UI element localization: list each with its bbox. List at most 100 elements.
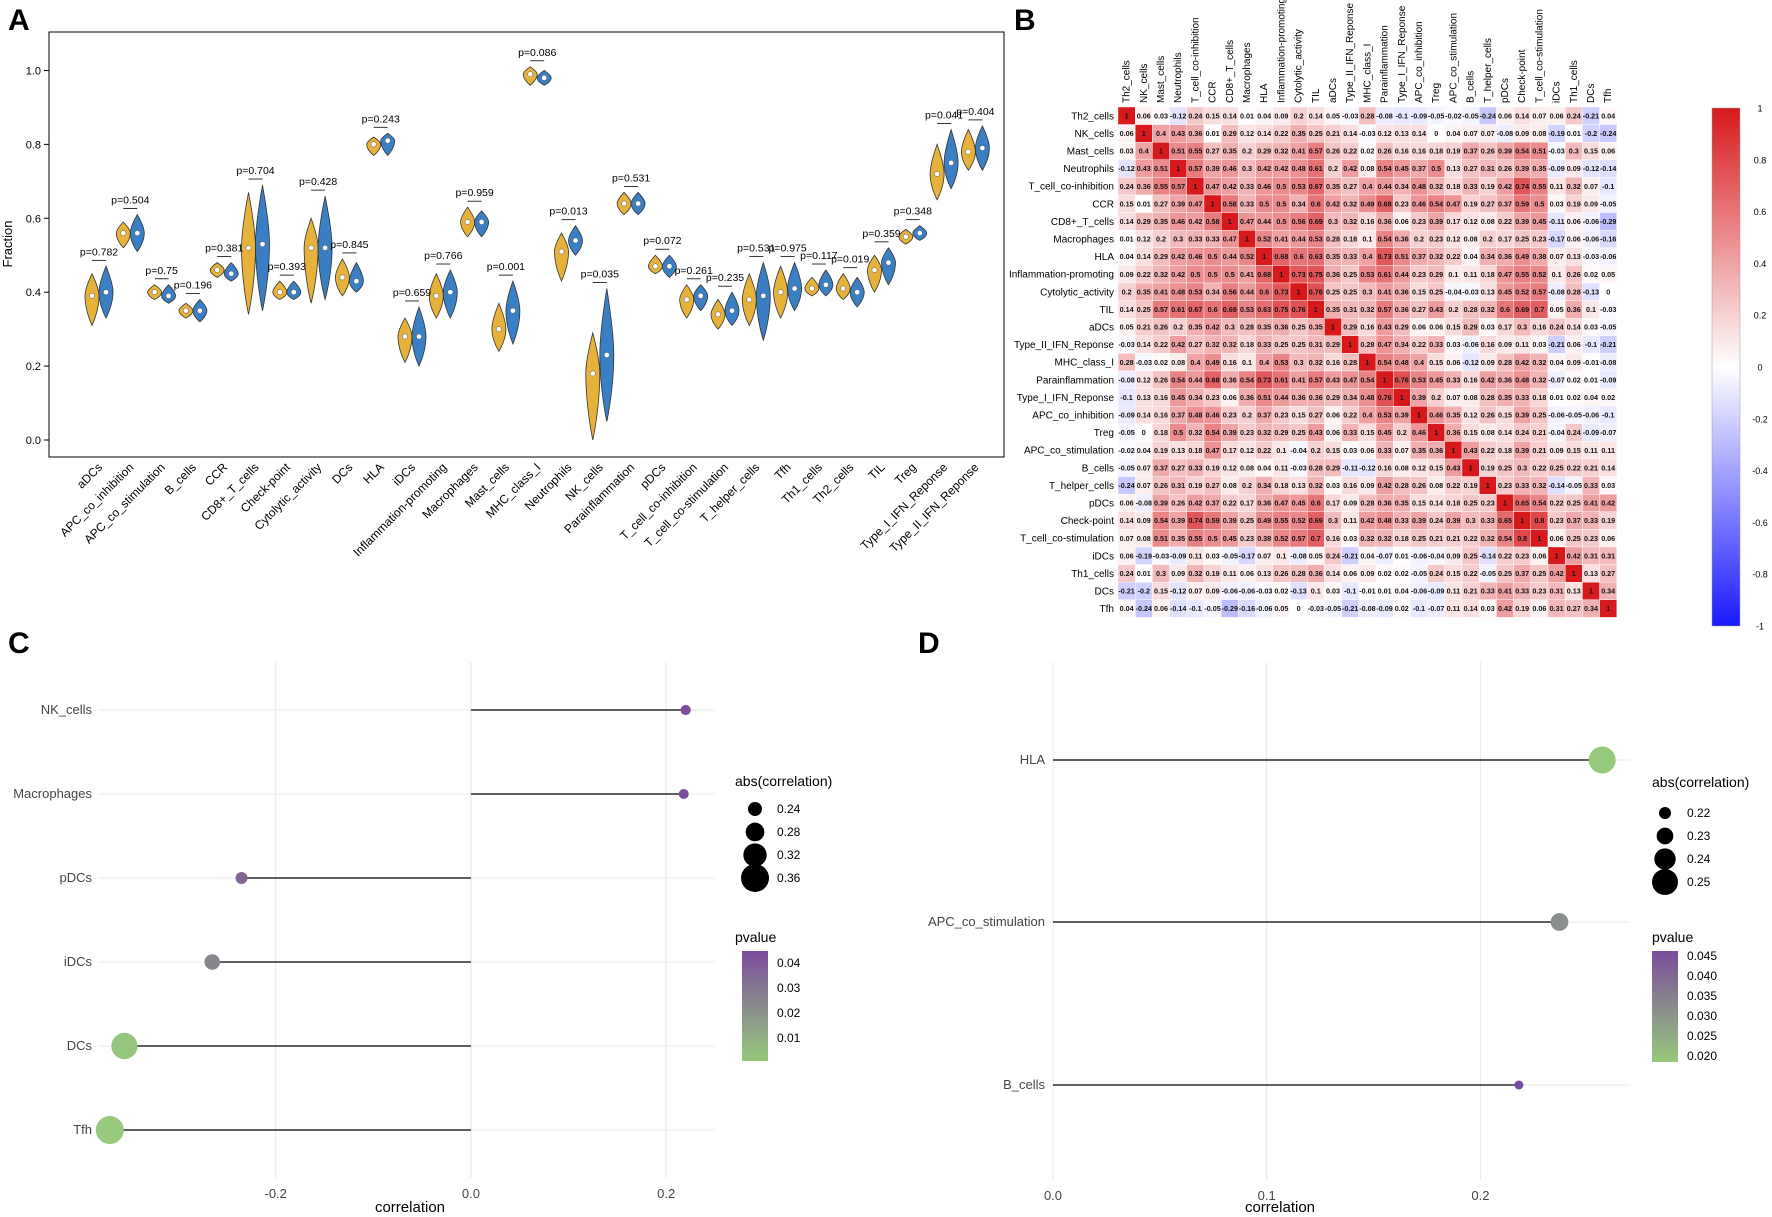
- heatmap-cell-value: -0.01: [1359, 587, 1375, 596]
- heatmap-cell-value: 0.27: [1343, 182, 1357, 191]
- heatmap-cell-value: 0.3: [1517, 323, 1527, 332]
- heatmap-cell-value: 0.44: [1378, 182, 1392, 191]
- size-legend-dot: [1659, 807, 1671, 819]
- heatmap-cell-value: 0.18: [1154, 428, 1168, 437]
- heatmap-cell-value: 0.42: [1498, 604, 1512, 613]
- heatmap-cell-value: 0.55: [1274, 516, 1288, 525]
- heatmap-cell-value: -0.05: [1118, 463, 1134, 472]
- violin-pvalue-label: p=0.013: [549, 206, 587, 218]
- heatmap-cell-value: 0.51: [1395, 252, 1409, 261]
- violin-pvalue-label: p=0.041: [925, 110, 963, 122]
- violin-median-dot: [353, 278, 360, 284]
- heatmap-cell-value: 0.23: [1532, 235, 1546, 244]
- heatmap-cell-value: 0.32: [1206, 340, 1220, 349]
- heatmap-cell-value: 0.22: [1498, 551, 1512, 560]
- violin-group2: [380, 132, 396, 157]
- heatmap-cell-value: 0.73: [1257, 375, 1271, 384]
- heatmap-cell-value: 0.23: [1240, 428, 1254, 437]
- violin-median-dot: [871, 267, 878, 273]
- heatmap-cell-value: 0.37: [1206, 499, 1220, 508]
- heatmap-cell-value: 0.54: [1171, 375, 1185, 384]
- violin-group2: [348, 261, 364, 293]
- heatmap-cell-value: -0.11: [1342, 463, 1358, 472]
- heatmap-cell-value: 0.65: [1515, 499, 1529, 508]
- heatmap-cell-value: -0.09: [1411, 111, 1427, 120]
- heatmap-cell-value: 0.25: [1532, 411, 1546, 420]
- heatmap-cell-value: -0.05: [1566, 481, 1582, 490]
- heatmap-col-label: pDCs: [1500, 78, 1511, 103]
- violin-pvalue-label: p=0.261: [675, 265, 713, 277]
- heatmap-cell-value: 0.23: [1481, 499, 1495, 508]
- heatmap-cell-value: -0.14: [1170, 604, 1186, 613]
- heatmap-cell-value: -0.05: [1600, 199, 1616, 208]
- heatmap-cell-value: 0.5: [1173, 428, 1183, 437]
- heatmap-cell-value: 0.12: [1446, 235, 1460, 244]
- heatmap-cell-value: 0.18: [1446, 182, 1460, 191]
- heatmap-cell-value: 0.2: [1294, 111, 1304, 120]
- size-legend-dot: [745, 822, 765, 842]
- heatmap-cell-value: 0.02: [1395, 604, 1409, 613]
- heatmap-cell-value: 0.25: [1532, 569, 1546, 578]
- heatmap-cell-value: 0.14: [1567, 323, 1581, 332]
- colorbar-tick-label: 0.8: [1754, 155, 1767, 165]
- heatmap-cell-value: 0.04: [1395, 587, 1409, 596]
- violin-median-dot: [934, 171, 940, 177]
- heatmap-cell-value: 0.22: [1446, 481, 1460, 490]
- heatmap-cell-value: 0.33: [1240, 182, 1254, 191]
- heatmap-cell-value: 0.02: [1395, 569, 1409, 578]
- pvalue-legend-label: 0.02: [777, 1006, 801, 1020]
- heatmap-cell-value: 0.09: [1446, 551, 1460, 560]
- violin-plot-frame: [48, 31, 1005, 458]
- heatmap-cell-value: 0.33: [1446, 375, 1460, 384]
- heatmap-cell-value: 0.27: [1601, 569, 1615, 578]
- heatmap-cell-value: 0.14: [1464, 604, 1478, 613]
- heatmap-cell-value: -0.14: [1480, 551, 1496, 560]
- heatmap-cell-value: 0.06: [1154, 604, 1168, 613]
- heatmap-cell-value: 0.7: [1311, 534, 1321, 543]
- violin-median-dot: [621, 200, 627, 207]
- heatmap-cell-value: 0.34: [1188, 393, 1202, 402]
- heatmap-cell-value: 0.19: [1206, 463, 1220, 472]
- heatmap-cell-value: 0.61: [1378, 270, 1392, 279]
- heatmap-cell-value: 0.3: [1362, 287, 1372, 296]
- heatmap-col-label: Type_II_IFN_Reponse: [1345, 3, 1356, 103]
- heatmap-cell-value: 0.26: [1154, 481, 1168, 490]
- violin-median-dot: [589, 370, 596, 377]
- heatmap-cell-value: 0.03: [1481, 323, 1495, 332]
- lollipop-category-label: HLA: [1020, 752, 1046, 767]
- heatmap-cell-value: 0.07: [1137, 481, 1151, 490]
- heatmap-cell-value: 0.06: [1326, 411, 1340, 420]
- heatmap-cell-value: 0.32: [1188, 428, 1202, 437]
- heatmap-cell-value: 0.06: [1550, 111, 1564, 120]
- heatmap-cell-value: 0.02: [1567, 375, 1581, 384]
- heatmap-col-label: Parainflammation: [1380, 25, 1391, 103]
- violin-median-dot: [214, 267, 221, 273]
- heatmap-cell-value: 0.05: [1550, 305, 1564, 314]
- heatmap-cell-value: -0.09: [1583, 428, 1599, 437]
- heatmap-cell-value: 0.3: [1466, 516, 1476, 525]
- heatmap-cell-value: 0.14: [1343, 129, 1357, 138]
- lollipop-x-tick-label: -0.2: [265, 1186, 287, 1201]
- heatmap-cell-value: 0.19: [1188, 481, 1202, 490]
- heatmap-cell-value: 0.65: [1498, 516, 1512, 525]
- heatmap-cell-value: 0.12: [1240, 129, 1254, 138]
- heatmap-cell-value: 0.5: [1534, 199, 1544, 208]
- violin-median-dot: [308, 244, 314, 251]
- heatmap-cell-value: 0.2: [1156, 235, 1166, 244]
- heatmap-col-label: CD8+_T_cells: [1225, 40, 1236, 103]
- heatmap-cell-value: 0.39: [1154, 499, 1168, 508]
- lollipop-category-label: DCs: [67, 1038, 93, 1053]
- heatmap-row-label: NK_cells: [1075, 129, 1114, 140]
- heatmap-cell-value: 0.06: [1429, 323, 1443, 332]
- heatmap-cell-value: -0.05: [1566, 411, 1582, 420]
- heatmap-cell-value: -0.1: [1413, 604, 1425, 613]
- violin-group2: [881, 247, 896, 286]
- heatmap-cell-value: 0.09: [1498, 340, 1512, 349]
- heatmap-cell-value: 0.06: [1120, 551, 1134, 560]
- heatmap-cell-value: 0.41: [1274, 235, 1288, 244]
- heatmap-cell-value: 0.42: [1171, 252, 1185, 261]
- heatmap-cell-value: 0.03: [1532, 340, 1546, 349]
- violin-median-dot: [447, 289, 454, 296]
- heatmap-col-label: Check-point: [1517, 49, 1528, 103]
- heatmap-cell-value: 0.34: [1206, 287, 1220, 296]
